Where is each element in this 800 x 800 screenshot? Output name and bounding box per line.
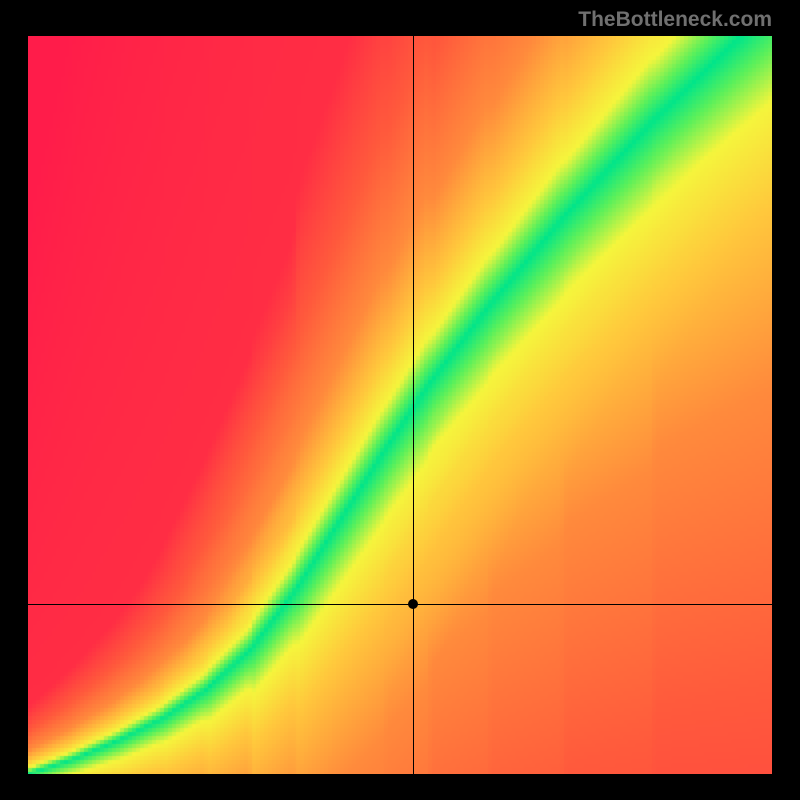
- heatmap-canvas: [28, 36, 772, 774]
- crosshair-horizontal: [28, 604, 772, 605]
- watermark-text: TheBottleneck.com: [578, 8, 772, 32]
- crosshair-marker: [408, 599, 418, 609]
- crosshair-vertical: [413, 36, 414, 774]
- heatmap-plot: [28, 36, 772, 774]
